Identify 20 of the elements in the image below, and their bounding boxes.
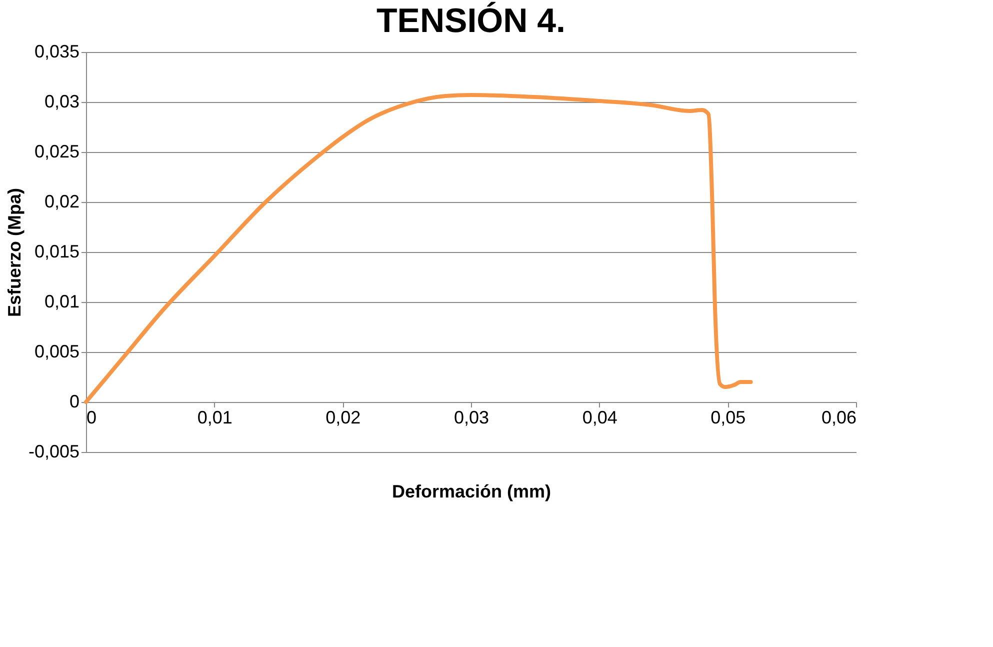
x-tick-label: 0	[86, 408, 97, 428]
x-tick-label: 0,05	[710, 408, 746, 428]
y-tick-label: 0,01	[44, 292, 80, 312]
y-tick-label: 0,035	[34, 42, 80, 62]
y-tick-label: 0	[69, 392, 80, 412]
x-axis-title: Deformación (mm)	[392, 482, 552, 502]
y-tick-label: 0,025	[34, 142, 80, 162]
chart-title: TENSIÓN 4.	[376, 1, 566, 40]
y-axis-title: Esfuerzo (Mpa)	[4, 188, 24, 318]
y-tick-label: 0,03	[44, 92, 80, 112]
x-tick-label: 0,03	[454, 408, 490, 428]
x-tick-label: 0,01	[197, 408, 232, 428]
x-tick-label: 0,06	[821, 408, 856, 428]
line-series	[84, 93, 753, 404]
x-tick-label: 0,02	[326, 408, 361, 428]
x-tick-label: 0,04	[582, 408, 618, 428]
y-tick-label: 0,015	[34, 242, 80, 262]
y-tick-label: 0,02	[44, 192, 80, 212]
y-tick-label: 0,005	[34, 342, 80, 362]
y-tick-label: -0,005	[28, 442, 80, 462]
